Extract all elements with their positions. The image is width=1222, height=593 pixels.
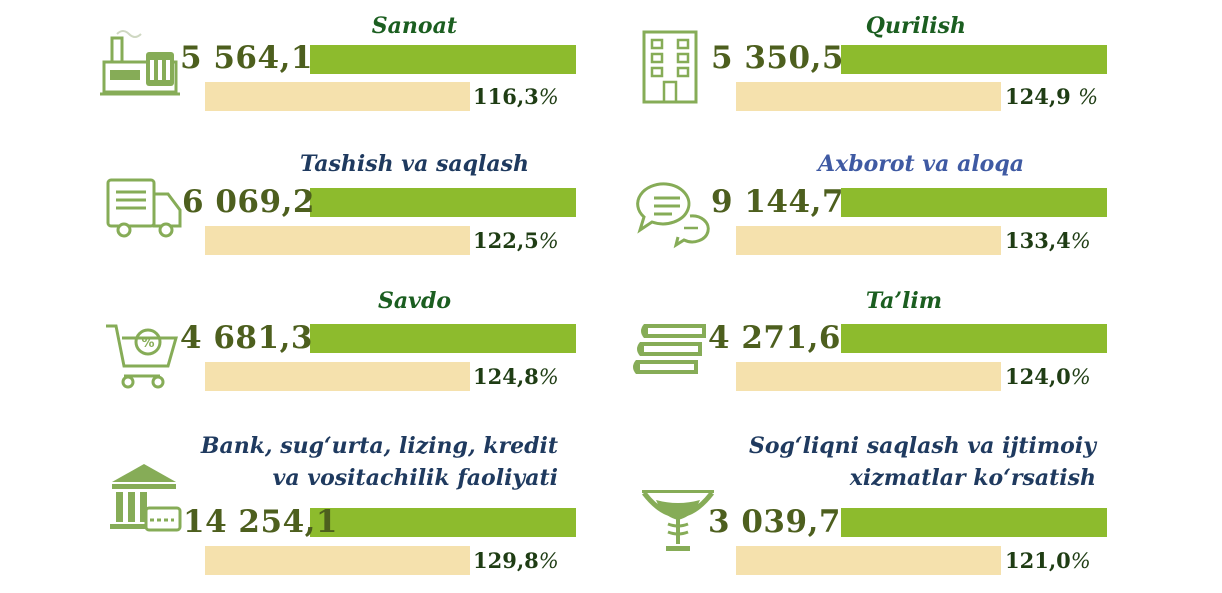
value-label: 5 350,5 — [711, 40, 844, 76]
growth-bar — [736, 546, 1001, 575]
sector-title-line: Bank, sug‘urta, lizing, kredit — [200, 433, 558, 459]
sector-title-line: Sanoat — [371, 13, 457, 39]
sector-title-line: Tashish va saqlash — [299, 151, 529, 177]
growth-bar — [205, 226, 470, 255]
growth-percent-value: 133,4 — [1005, 228, 1071, 253]
sector-title: Sog‘liqni saqlash va ijtimoiy xizmatlar k… — [749, 430, 1096, 494]
percent-sign: % — [1070, 229, 1091, 253]
growth-percent-label: 124,9 % — [1005, 84, 1098, 109]
value-label: 9 144,7 — [711, 184, 844, 220]
value-label: 6 069,2 — [182, 184, 315, 220]
growth-percent-label: 124,0% — [1005, 364, 1091, 389]
value-bar — [310, 45, 576, 74]
sector-title: Axborot va aloqa — [818, 148, 1024, 180]
chat-bubbles-icon — [632, 176, 712, 256]
growth-percent-label: 129,8% — [473, 548, 559, 573]
sector-title: Bank, sug‘urta, lizing, kredit va vositac… — [201, 430, 558, 494]
percent-sign: % — [1070, 549, 1091, 573]
factory-icon — [100, 22, 180, 102]
sector-title-line: Sog‘liqni saqlash va ijtimoiy — [748, 433, 1096, 459]
medical-caduceus-icon — [638, 480, 718, 560]
percent-sign: % — [538, 549, 559, 573]
svg-text:%: % — [141, 336, 154, 351]
value-bar — [841, 324, 1107, 353]
sector-title-line: Axborot va aloqa — [818, 151, 1024, 177]
sector-title-line: Savdo — [378, 288, 451, 314]
growth-percent-label: 116,3% — [473, 84, 559, 109]
value-bar — [841, 45, 1107, 74]
percent-sign: % — [1078, 85, 1099, 109]
books-icon — [632, 312, 712, 392]
percent-sign: % — [538, 85, 559, 109]
value-label: 3 039,7 — [708, 504, 841, 540]
value-bar — [310, 508, 576, 537]
value-label: 4 681,3 — [180, 320, 313, 356]
growth-percent-value: 122,5 — [473, 228, 539, 253]
value-bar — [841, 188, 1107, 217]
sector-title: Sanoat — [372, 10, 457, 42]
growth-percent-label: 124,8% — [473, 364, 559, 389]
growth-percent-label: 133,4% — [1005, 228, 1091, 253]
sector-title: Ta’lim — [866, 285, 942, 317]
value-label: 14 254,1 — [183, 504, 339, 540]
value-bar — [841, 508, 1107, 537]
growth-percent-value: 124,8 — [473, 364, 539, 389]
sector-title: Tashish va saqlash — [300, 148, 529, 180]
growth-percent-value: 124,9 — [1005, 84, 1079, 109]
growth-bar — [736, 226, 1001, 255]
growth-percent-value: 116,3 — [473, 84, 539, 109]
bank-icon — [104, 460, 184, 540]
shopping-cart-icon: % — [104, 318, 184, 398]
value-bar — [310, 324, 576, 353]
sector-title-line: Ta’lim — [865, 288, 942, 314]
percent-sign: % — [538, 365, 559, 389]
percent-sign: % — [1070, 365, 1091, 389]
truck-icon — [104, 170, 184, 250]
sector-title-line: xizmatlar ko‘rsatish — [849, 465, 1096, 491]
growth-bar — [205, 82, 470, 111]
sector-title-line: Qurilish — [865, 13, 966, 39]
growth-percent-value: 121,0 — [1005, 548, 1071, 573]
growth-bar — [205, 546, 470, 575]
value-label: 4 271,6 — [708, 320, 841, 356]
growth-percent-value: 129,8 — [473, 548, 539, 573]
growth-percent-label: 121,0% — [1005, 548, 1091, 573]
value-bar — [310, 188, 576, 217]
sector-title: Qurilish — [866, 10, 966, 42]
growth-bar — [736, 82, 1001, 111]
growth-percent-value: 124,0 — [1005, 364, 1071, 389]
growth-bar — [205, 362, 470, 391]
growth-percent-label: 122,5% — [473, 228, 559, 253]
sector-title: Savdo — [378, 285, 451, 317]
sector-title-line: va vositachilik faoliyati — [272, 465, 558, 491]
building-icon — [632, 28, 712, 108]
growth-bar — [736, 362, 1001, 391]
value-label: 5 564,1 — [180, 40, 313, 76]
percent-sign: % — [538, 229, 559, 253]
